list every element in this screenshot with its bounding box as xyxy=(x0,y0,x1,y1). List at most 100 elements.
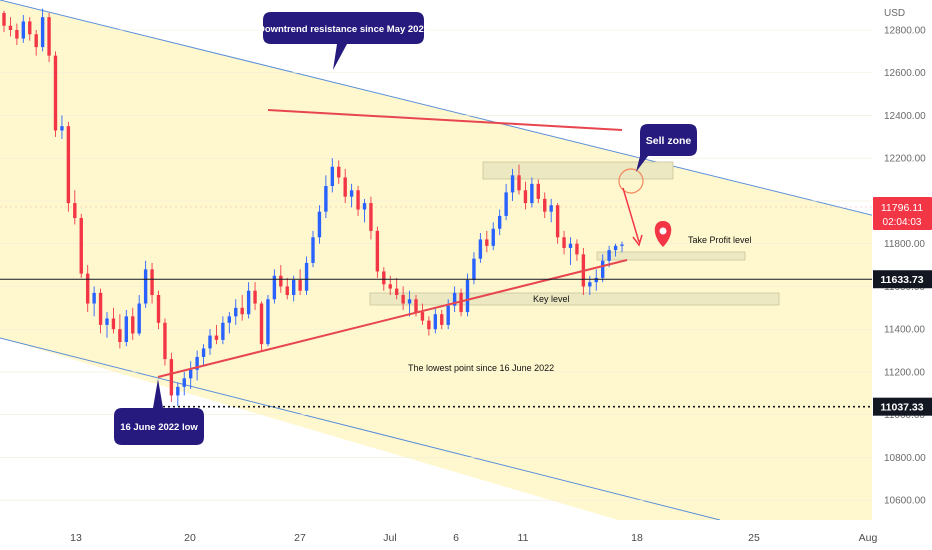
candle-body xyxy=(311,237,315,263)
candle-body xyxy=(195,356,199,370)
candle-body xyxy=(156,294,161,323)
candle-body xyxy=(124,316,129,343)
candle-body xyxy=(517,175,521,191)
candle-body xyxy=(131,316,135,334)
candle-body xyxy=(478,239,483,259)
candle-body xyxy=(343,177,347,197)
take-profit-pin-dot xyxy=(659,227,667,235)
candle-body xyxy=(227,316,232,323)
price-tick-label: 10600.00 xyxy=(884,496,926,507)
candle-body xyxy=(169,359,174,396)
candle-body xyxy=(118,329,122,343)
candle-body xyxy=(465,280,470,313)
candle-body xyxy=(594,277,598,283)
take-profit-price-value: 11633.73 xyxy=(880,274,923,286)
candle-body xyxy=(92,292,96,304)
candle-body xyxy=(105,318,109,325)
candle-body xyxy=(208,335,212,349)
candle-body xyxy=(485,239,489,246)
candle-body xyxy=(452,292,457,306)
currency-label: USD xyxy=(884,8,905,19)
candle-body xyxy=(304,262,309,291)
candle-body xyxy=(2,12,6,26)
candle-body xyxy=(562,237,566,248)
candle-body xyxy=(523,190,528,204)
candle-body xyxy=(414,299,418,313)
candle-body xyxy=(240,307,244,315)
candle-body xyxy=(298,280,302,291)
candle-body xyxy=(285,286,289,295)
candle-body xyxy=(620,244,624,246)
candle-body xyxy=(111,318,116,330)
candle-body xyxy=(40,17,45,48)
candle-body xyxy=(47,17,51,56)
price-tick-label: 12400.00 xyxy=(884,111,926,122)
candle-body xyxy=(420,312,425,321)
channel-upper-line xyxy=(0,0,932,231)
candle-body xyxy=(394,288,399,295)
june-low-callout-text: 16 June 2022 low xyxy=(120,422,198,433)
candle-body xyxy=(246,290,251,315)
candle-body xyxy=(543,198,547,212)
candle-body xyxy=(279,275,283,287)
time-axis-background xyxy=(0,520,932,550)
candle-body xyxy=(176,386,180,396)
candle-body xyxy=(362,203,367,210)
candle-body xyxy=(53,55,58,131)
candle-body xyxy=(214,335,219,340)
callouts-layer: Downtrend resistance since May 2022 Sell … xyxy=(114,12,697,445)
candle-body xyxy=(530,183,534,204)
sell-zone-circle xyxy=(618,168,644,194)
candle-body xyxy=(337,166,341,178)
candle-body xyxy=(15,30,19,39)
candle-body xyxy=(79,218,83,274)
downtrend-callout-bubble xyxy=(263,12,424,70)
candle-body xyxy=(143,269,148,304)
candle-body xyxy=(21,21,26,39)
time-tick-label: Jul xyxy=(383,532,396,544)
sell-arrow-line xyxy=(622,187,640,243)
candle-body xyxy=(607,250,611,261)
candle-body xyxy=(375,230,380,272)
key-level-label: Key level xyxy=(533,294,570,304)
candle-body xyxy=(356,190,360,210)
resistance-trendline xyxy=(267,109,623,131)
channel-lower-line xyxy=(0,337,721,521)
candle-body xyxy=(504,192,508,216)
candle-body xyxy=(272,275,277,300)
candle-body xyxy=(349,190,354,197)
take-profit-price-tag xyxy=(873,270,932,289)
candle-body xyxy=(575,243,579,255)
candle-body xyxy=(234,307,238,317)
countdown-timer: 02:04:03 xyxy=(883,217,922,228)
candle-body xyxy=(388,284,392,289)
price-tick-label: 12800.00 xyxy=(884,26,926,37)
time-tick-label: 13 xyxy=(70,532,82,544)
candle-body xyxy=(73,203,77,219)
sell-zone-callout-bubble xyxy=(636,124,697,172)
time-axis[interactable]: 13 20 27 Jul 6 11 18 25 Aug xyxy=(0,520,932,550)
candle-body xyxy=(98,292,103,325)
candle-body xyxy=(188,369,193,379)
downtrend-callout-text: Downtrend resistance since May 2022 xyxy=(258,24,429,35)
candle-body xyxy=(440,314,444,325)
candle-body xyxy=(536,183,541,199)
time-tick-label: 18 xyxy=(631,532,643,544)
candle-body xyxy=(324,186,328,212)
candle-body xyxy=(330,166,335,187)
candle-body xyxy=(253,290,257,304)
lowest-point-label: The lowest point since 16 June 2022 xyxy=(408,363,554,373)
price-tick-label: 11800.00 xyxy=(884,239,925,250)
take-profit-label: Take Profit level xyxy=(688,235,752,245)
zones-layer xyxy=(369,161,780,306)
current-price-tag xyxy=(873,197,932,230)
price-tags: 11796.11 02:04:03 11633.73 11037.33 xyxy=(873,197,932,416)
candle-body xyxy=(34,34,38,48)
candle-body xyxy=(8,25,13,30)
candle-body xyxy=(472,258,476,281)
candle-body xyxy=(163,322,167,360)
lowest-price-tag xyxy=(873,397,932,416)
